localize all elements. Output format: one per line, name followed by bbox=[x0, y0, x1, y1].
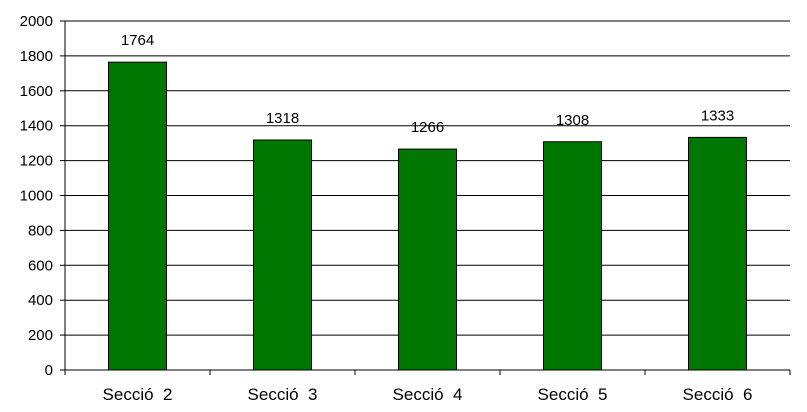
y-tick-label: 1000 bbox=[20, 188, 53, 205]
data-label: 1308 bbox=[556, 112, 589, 129]
y-tick-label: 1200 bbox=[20, 153, 53, 170]
x-category-label: Secció 3 bbox=[248, 385, 318, 404]
y-tick-label: 1400 bbox=[20, 118, 53, 135]
y-tick-label: 1800 bbox=[20, 48, 53, 65]
bar bbox=[108, 61, 167, 371]
bar bbox=[688, 136, 747, 371]
data-label: 1333 bbox=[701, 107, 734, 124]
y-tick-label: 200 bbox=[28, 327, 53, 344]
x-category-label: Secció 4 bbox=[393, 385, 463, 404]
y-tick-label: 1600 bbox=[20, 83, 53, 100]
bar bbox=[398, 148, 457, 371]
x-category-label: Secció 2 bbox=[103, 385, 173, 404]
data-label: 1764 bbox=[121, 32, 154, 49]
data-label: 1266 bbox=[411, 119, 444, 136]
x-category-label: Secció 6 bbox=[683, 385, 753, 404]
y-tick-label: 2000 bbox=[20, 13, 53, 30]
bar bbox=[543, 141, 602, 371]
x-category-label: Secció 5 bbox=[538, 385, 608, 404]
y-tick-label: 0 bbox=[45, 362, 53, 379]
bars bbox=[108, 61, 747, 371]
labels: 0 200 400 600 800 1000 1200 1400 1600 1800 2000 176… bbox=[20, 13, 753, 404]
data-label: 1318 bbox=[266, 110, 299, 127]
y-tick-label: 400 bbox=[28, 292, 53, 309]
bar bbox=[253, 139, 312, 371]
y-tick-label: 600 bbox=[28, 257, 53, 274]
y-tick-label: 800 bbox=[28, 222, 53, 239]
